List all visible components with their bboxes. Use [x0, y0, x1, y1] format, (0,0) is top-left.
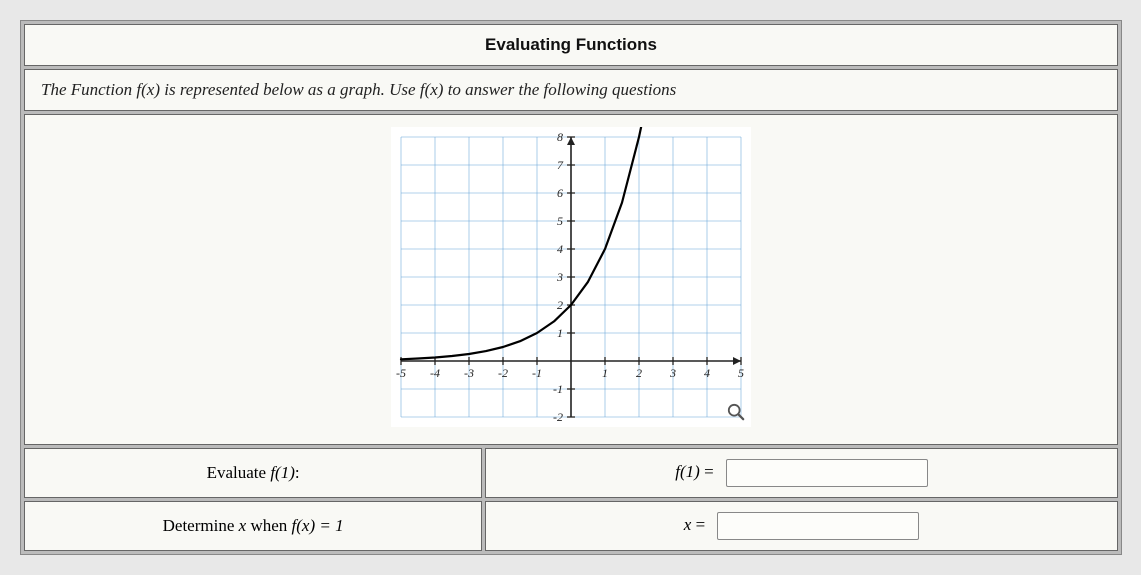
svg-text:2: 2	[636, 366, 642, 380]
svg-text:3: 3	[669, 366, 676, 380]
answer-determine: x =	[485, 501, 1118, 551]
svg-text:1: 1	[602, 366, 608, 380]
worksheet-container: Evaluating Functions The Function f(x) i…	[20, 20, 1122, 555]
svg-text:8: 8	[557, 130, 563, 144]
svg-text:4: 4	[557, 242, 563, 256]
answer-2-op: =	[691, 515, 709, 534]
svg-text:2: 2	[557, 298, 563, 312]
answer-1-input[interactable]	[726, 459, 928, 487]
svg-text:-3: -3	[464, 366, 474, 380]
svg-text:6: 6	[557, 186, 563, 200]
prompt-1-pre: Evaluate	[207, 463, 271, 482]
prompt-determine: Determine x when f(x) = 1	[24, 501, 482, 551]
prompt-2-mid: when	[246, 516, 291, 535]
instruction: The Function f(x) is represented below a…	[24, 69, 1118, 111]
svg-text:-1: -1	[553, 382, 563, 396]
title: Evaluating Functions	[24, 24, 1118, 66]
svg-text:5: 5	[738, 366, 744, 380]
prompt-evaluate: Evaluate f(1):	[24, 448, 482, 498]
worksheet-table: Evaluating Functions The Function f(x) i…	[21, 21, 1121, 554]
prompt-2-pre: Determine	[163, 516, 239, 535]
answer-2-input[interactable]	[717, 512, 919, 540]
answer-evaluate: f(1) =	[485, 448, 1118, 498]
svg-text:7: 7	[557, 158, 564, 172]
function-graph: -5 -4 -3 -2 -1 1 2 3 4 5 -2 -1 1 2 3 4 5 6 7 8	[391, 127, 751, 427]
instruction-fn-1: f(x)	[136, 80, 160, 99]
instruction-text-2: is represented below as a graph. Use	[160, 80, 420, 99]
prompt-1-post: :	[295, 463, 300, 482]
instruction-text-1: The Function	[41, 80, 136, 99]
svg-text:-2: -2	[498, 366, 508, 380]
magnify-icon[interactable]	[727, 403, 745, 421]
instruction-text-3: to answer the following questions	[443, 80, 676, 99]
svg-text:-2: -2	[553, 410, 563, 424]
answer-1-op: =	[700, 462, 718, 481]
answer-1-label: f(1)	[675, 462, 700, 481]
svg-text:5: 5	[557, 214, 563, 228]
prompt-2-fn: f(x) = 1	[292, 516, 344, 535]
svg-text:3: 3	[556, 270, 563, 284]
svg-text:-5: -5	[396, 366, 406, 380]
svg-text:1: 1	[557, 326, 563, 340]
svg-text:-4: -4	[430, 366, 440, 380]
prompt-1-fn: f(1)	[270, 463, 295, 482]
svg-text:-1: -1	[532, 366, 542, 380]
svg-text:4: 4	[704, 366, 710, 380]
instruction-fn-2: f(x)	[420, 80, 444, 99]
graph-cell: -5 -4 -3 -2 -1 1 2 3 4 5 -2 -1 1 2 3 4 5 6 7 8	[24, 114, 1118, 445]
